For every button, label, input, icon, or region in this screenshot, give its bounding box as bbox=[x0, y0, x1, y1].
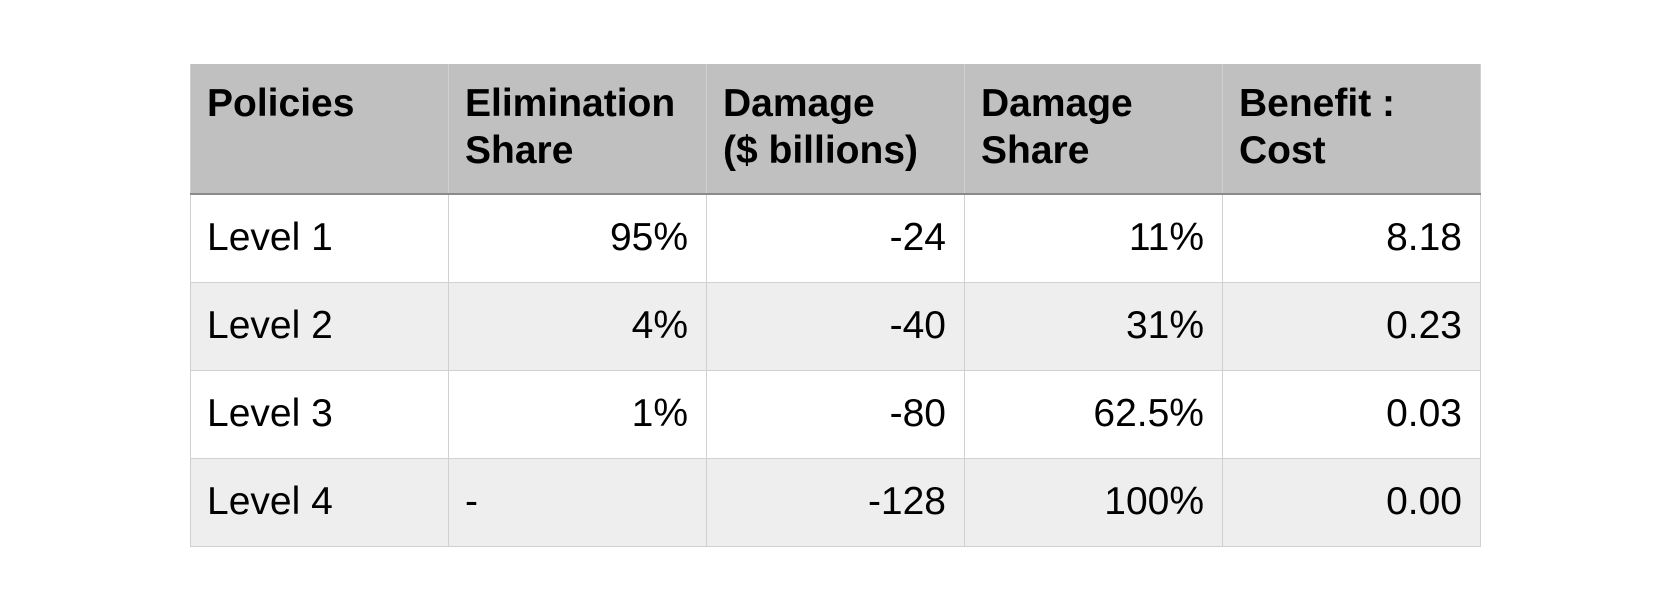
cell-benefit-cost: 0.03 bbox=[1222, 369, 1481, 459]
header-benefit-cost: Benefit : Cost bbox=[1222, 64, 1481, 195]
header-elimination-share-line1: Elimination bbox=[465, 82, 676, 125]
cell-elimination-share: 4% bbox=[448, 281, 707, 371]
cell-elimination-share: - bbox=[448, 457, 707, 547]
policy-table-container: Policies Elimination Share Damage ($ bil… bbox=[190, 64, 1481, 547]
header-damage-billions-line1: Damage bbox=[723, 82, 875, 125]
header-damage-share-line2: Share bbox=[981, 129, 1090, 172]
table-header: Policies Elimination Share Damage ($ bil… bbox=[190, 64, 1481, 195]
header-damage-billions: Damage ($ billions) bbox=[706, 64, 965, 195]
cell-damage-share: 100% bbox=[964, 457, 1223, 547]
cell-policy: Level 4 bbox=[190, 457, 449, 547]
header-damage-share: Damage Share bbox=[964, 64, 1223, 195]
table-row: Level 1 95% -24 11% 8.18 bbox=[190, 193, 1481, 283]
header-damage-share-line1: Damage bbox=[981, 82, 1133, 125]
cell-benefit-cost: 0.23 bbox=[1222, 281, 1481, 371]
table-row: Level 3 1% -80 62.5% 0.03 bbox=[190, 369, 1481, 459]
cell-damage-billions: -128 bbox=[706, 457, 965, 547]
header-benefit-cost-line1: Benefit : bbox=[1239, 82, 1395, 125]
table-row: Level 2 4% -40 31% 0.23 bbox=[190, 281, 1481, 371]
cell-benefit-cost: 8.18 bbox=[1222, 193, 1481, 283]
header-elimination-share-line2: Share bbox=[465, 129, 574, 172]
cell-elimination-share: 1% bbox=[448, 369, 707, 459]
table-body: Level 1 95% -24 11% 8.18 Level 2 4% -40 … bbox=[190, 193, 1481, 547]
cell-damage-share: 31% bbox=[964, 281, 1223, 371]
cell-damage-billions: -24 bbox=[706, 193, 965, 283]
cell-policy: Level 1 bbox=[190, 193, 449, 283]
header-row: Policies Elimination Share Damage ($ bil… bbox=[190, 64, 1481, 195]
cell-policy: Level 2 bbox=[190, 281, 449, 371]
policy-comparison-table: Policies Elimination Share Damage ($ bil… bbox=[190, 64, 1481, 547]
header-damage-billions-line2: ($ billions) bbox=[723, 129, 918, 172]
cell-policy: Level 3 bbox=[190, 369, 449, 459]
cell-damage-share: 11% bbox=[964, 193, 1223, 283]
cell-damage-billions: -40 bbox=[706, 281, 965, 371]
cell-damage-share: 62.5% bbox=[964, 369, 1223, 459]
cell-damage-billions: -80 bbox=[706, 369, 965, 459]
cell-benefit-cost: 0.00 bbox=[1222, 457, 1481, 547]
header-benefit-cost-line2: Cost bbox=[1239, 129, 1326, 172]
cell-elimination-share: 95% bbox=[448, 193, 707, 283]
header-elimination-share: Elimination Share bbox=[448, 64, 707, 195]
table-row: Level 4 - -128 100% 0.00 bbox=[190, 457, 1481, 547]
header-policies: Policies bbox=[190, 64, 449, 195]
header-policies-line1: Policies bbox=[207, 82, 355, 125]
